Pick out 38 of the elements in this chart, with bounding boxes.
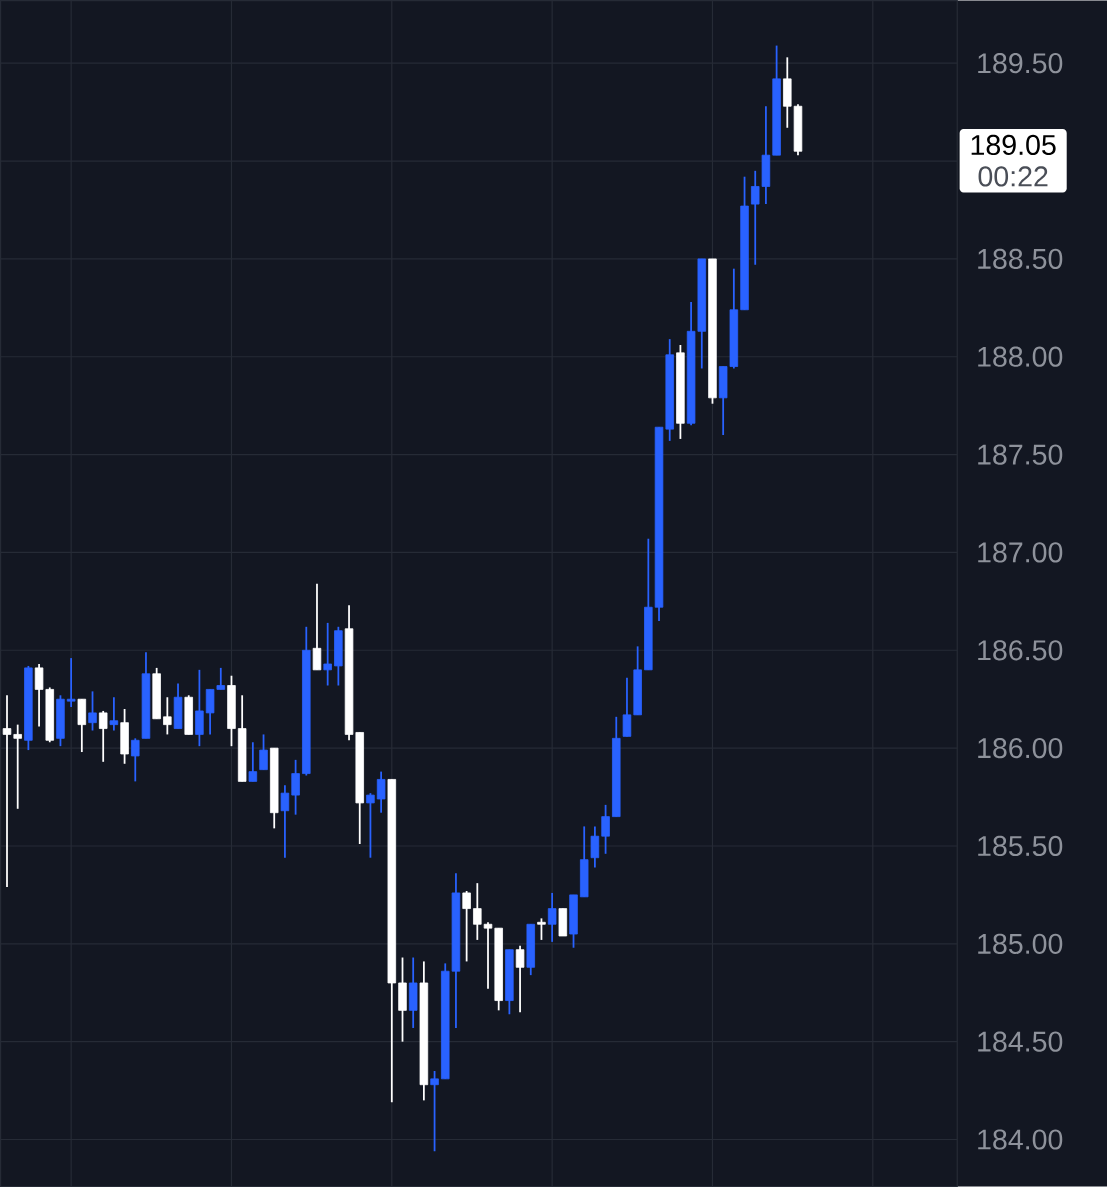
candlestick (365, 792, 375, 859)
candlestick (622, 676, 631, 738)
candlestick (259, 733, 268, 771)
y-tick-label: 185.00 (978, 933, 1063, 954)
candlestick (536, 917, 546, 941)
candlestick (323, 621, 332, 687)
candlestick (66, 657, 76, 708)
y-tick-label: 187.50 (978, 444, 1063, 465)
y-tick-label: 186.50 (978, 640, 1063, 661)
candlestick (515, 944, 525, 1014)
y-tick-label: 189.50 (978, 53, 1063, 74)
candlestick (88, 690, 97, 732)
candlestick (483, 921, 493, 990)
candlestick (472, 882, 482, 941)
candlestick (601, 803, 610, 855)
candlestick (280, 784, 289, 859)
candlestick (376, 770, 386, 814)
y-tick-label: 188.00 (978, 346, 1063, 367)
candlestick (430, 1070, 439, 1153)
candlestick (194, 668, 204, 748)
candlestick (162, 696, 172, 736)
candlestick (590, 825, 599, 869)
y-tick-label: 187.00 (978, 542, 1063, 563)
candlestick (462, 890, 471, 963)
candlestick (248, 741, 257, 783)
y-tick-label: 188.50 (978, 248, 1063, 269)
y-tick-label: 185.50 (978, 835, 1063, 857)
text: 189.05 (971, 134, 1056, 156)
candlestick (109, 696, 118, 732)
candlestick (130, 737, 140, 783)
candlestick (98, 710, 108, 763)
candlestick (312, 582, 322, 671)
candlestick (547, 892, 557, 943)
candlestick (291, 758, 300, 816)
y-tick-label: 186.00 (978, 738, 1063, 759)
text: 00:22 (978, 166, 1048, 187)
y-tick-label: 184.00 (978, 1129, 1063, 1150)
y-tick-label: 184.50 (978, 1031, 1063, 1052)
